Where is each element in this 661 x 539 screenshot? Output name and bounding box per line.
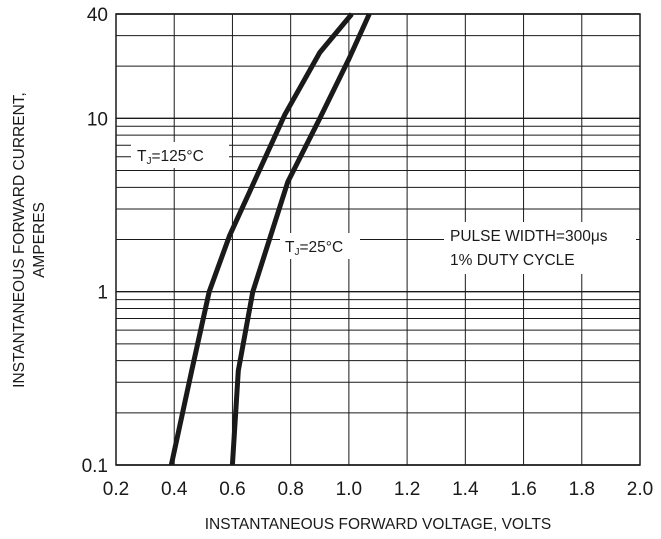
curve-layer <box>168 12 372 466</box>
x-axis-title: INSTANTANEOUS FORWARD VOLTAGE, VOLTS <box>205 516 552 533</box>
annotation-line-2: 1% DUTY CYCLE <box>450 252 575 269</box>
series-label-125: TJ=125°C <box>137 148 204 167</box>
x-tick-label: 2.0 <box>627 479 653 500</box>
x-tick-label: 1.8 <box>569 479 595 500</box>
y-axis-title-line-1: INSTANTANEOUS FORWARD CURRENT, <box>11 92 28 388</box>
y-axis-title-line-2: AMPERES <box>31 202 48 278</box>
x-tick-label: 0.4 <box>161 479 188 500</box>
plot-frame <box>115 13 641 466</box>
series-label-25-bg <box>280 233 360 259</box>
annotation-line-1: PULSE WIDTH=300μs <box>450 228 608 245</box>
x-tick-label: 0.2 <box>103 479 129 500</box>
y-tick-label: 1 <box>97 283 108 304</box>
x-tick-label: 1.0 <box>336 479 362 500</box>
series-label-25: TJ=25°C <box>285 239 343 258</box>
annotation-bg <box>444 222 636 274</box>
x-tick-label: 0.8 <box>277 479 303 500</box>
x-tick-label: 1.2 <box>394 479 420 500</box>
series-line-tj-25c <box>229 12 372 466</box>
tick-labels: 0.2 0.4 0.6 0.8 1.0 1.2 1.4 1.6 1.8 2.0 0.1 1 10 40 <box>82 5 654 500</box>
series-line-tj-125c <box>168 12 354 466</box>
x-tick-label: 0.6 <box>219 479 245 500</box>
series-label-125-bg <box>131 142 229 168</box>
y-tick-label: 0.1 <box>82 456 108 477</box>
x-tick-label: 1.4 <box>452 479 479 500</box>
y-tick-label: 40 <box>87 5 108 26</box>
y-tick-label: 10 <box>87 109 108 130</box>
y-axis-title: INSTANTANEOUS FORWARD CURRENT, AMPERES <box>11 92 48 388</box>
x-tick-label: 1.6 <box>510 479 536 500</box>
grid-layer <box>115 13 641 466</box>
